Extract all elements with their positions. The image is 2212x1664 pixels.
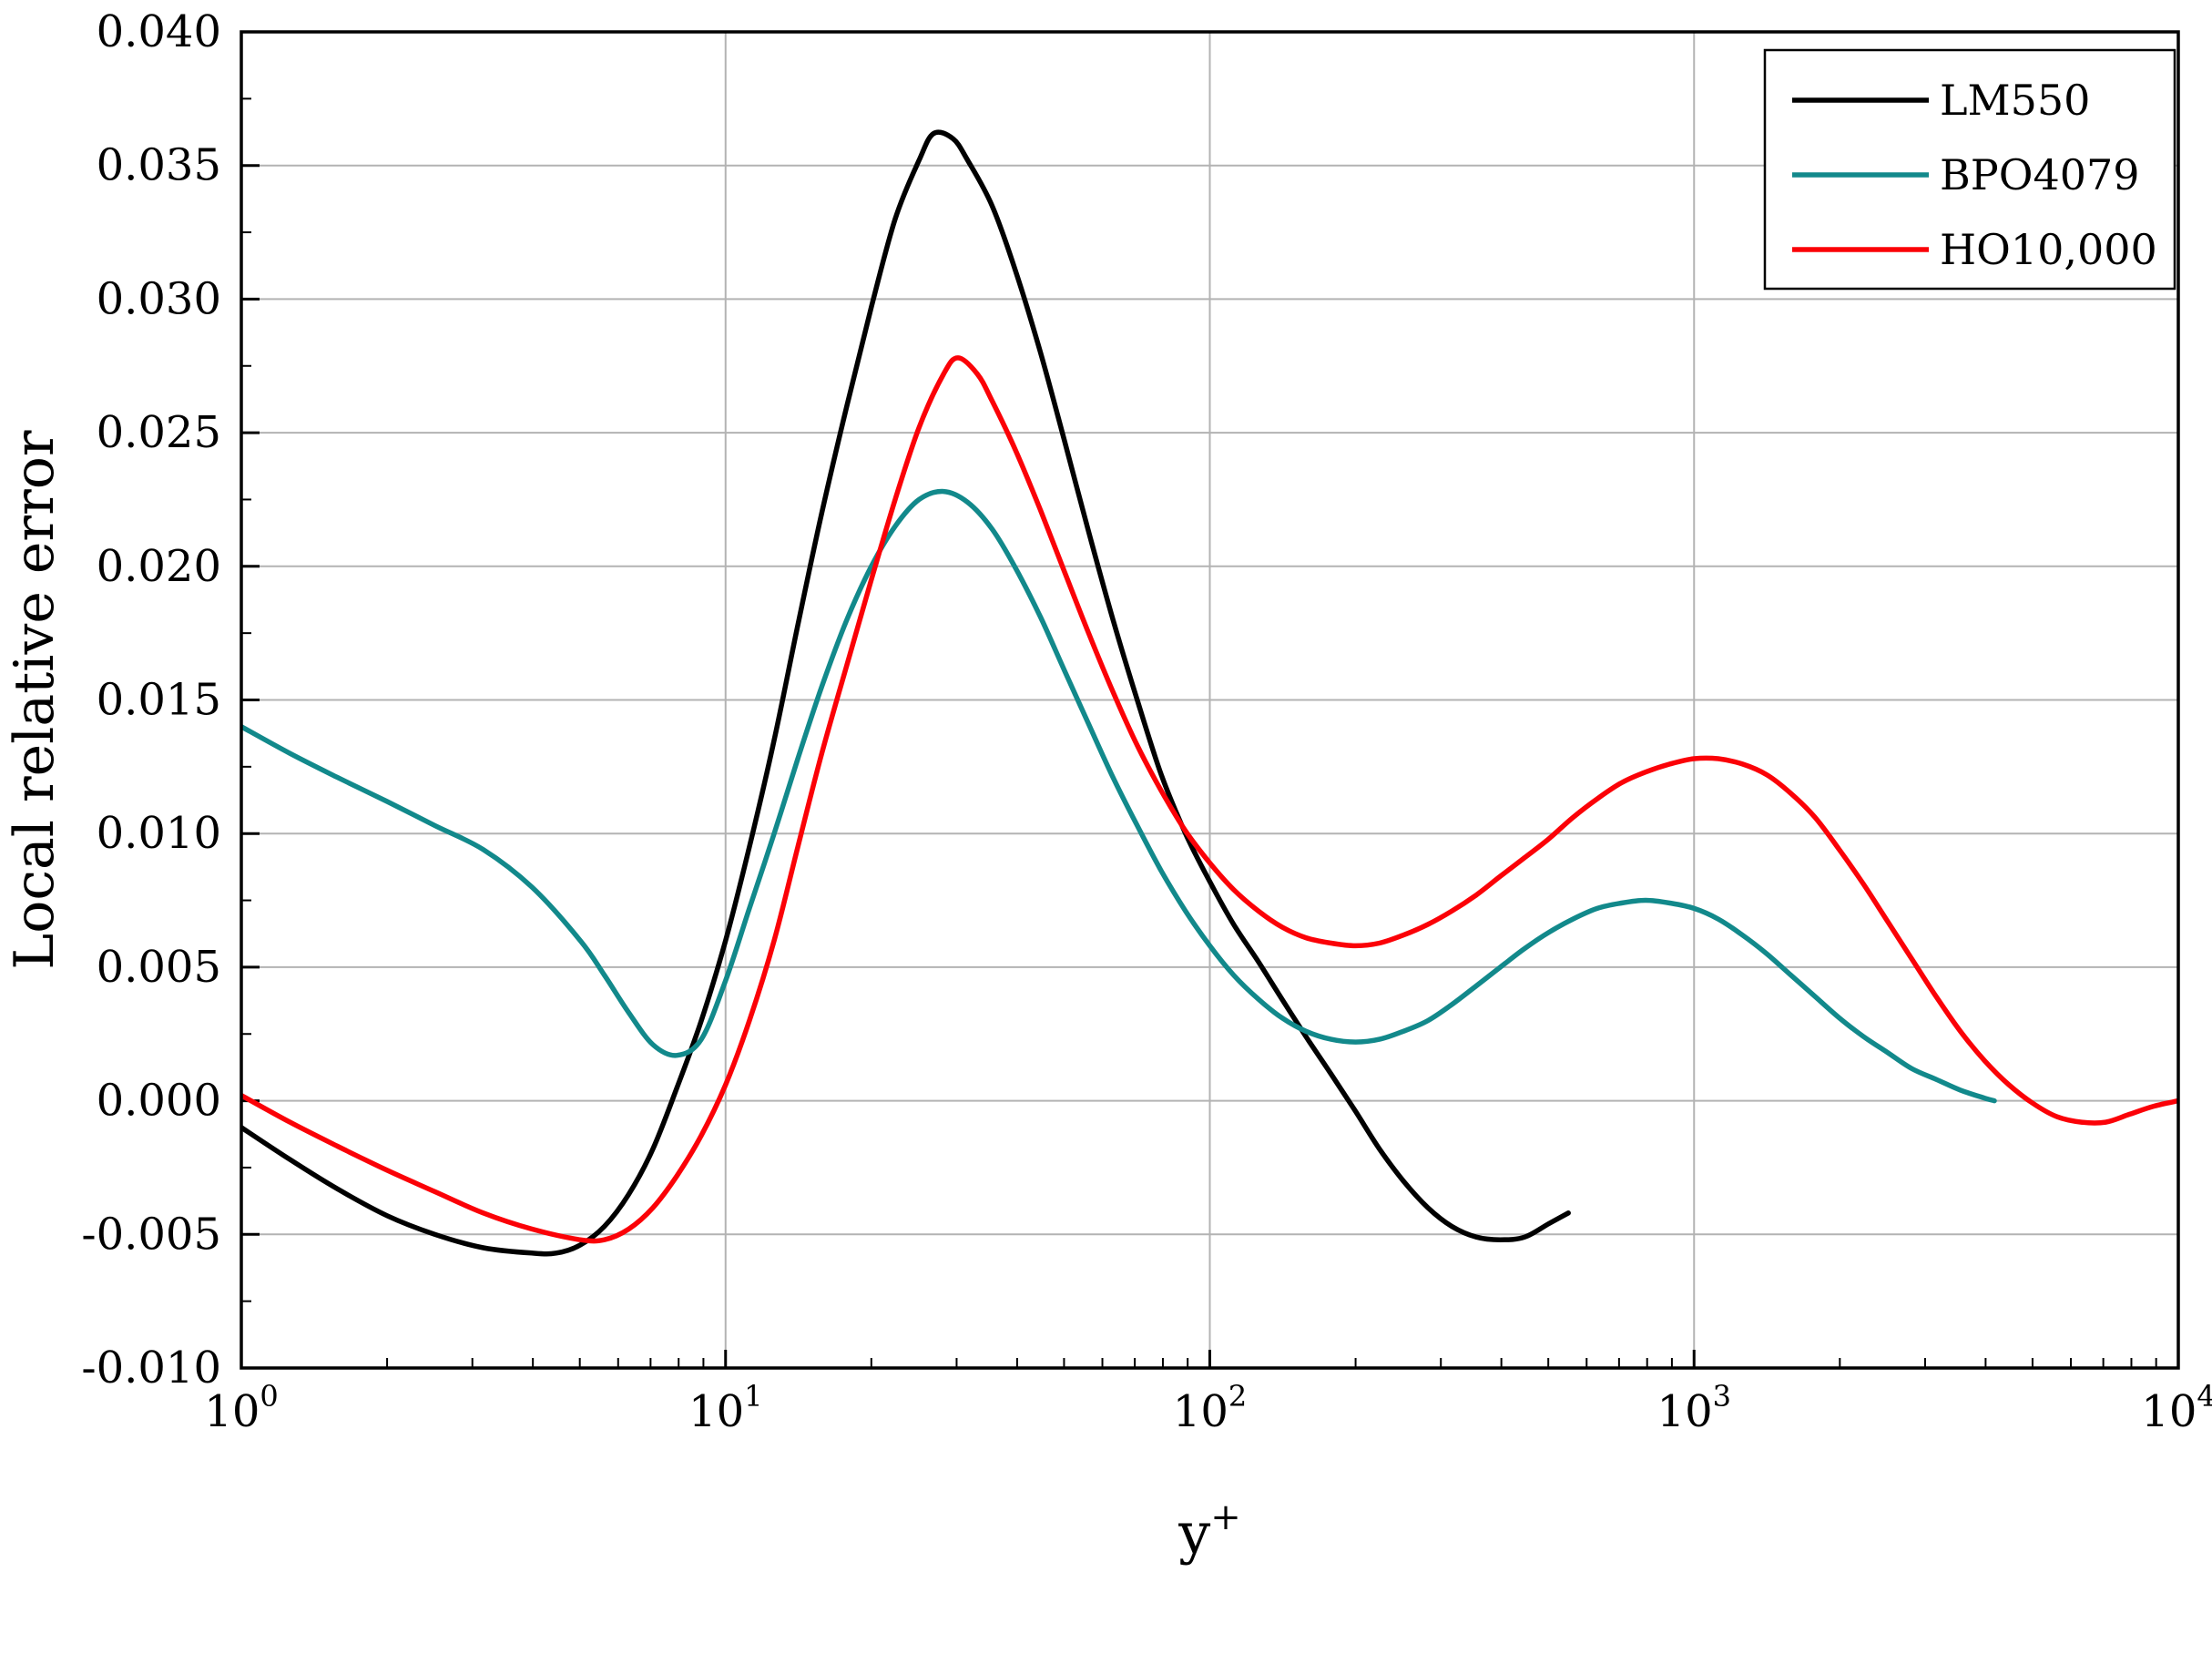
x-tick-label: 104 — [2141, 1379, 2212, 1437]
y-tick-label: 0.035 — [97, 140, 221, 191]
legend-entry: HO10,000 — [1792, 225, 2157, 274]
series-line-bpo4079 — [241, 488, 1997, 1104]
x-tick-labels: 100 101 102 103 104 — [204, 1379, 2212, 1437]
tick-marks — [240, 30, 2180, 1370]
x-tick-label: 102 — [1173, 1379, 1247, 1437]
gridlines — [241, 32, 2178, 1368]
legend: LM550 BPO4079 HO10,000 — [1763, 48, 2176, 291]
x-tick-label: 101 — [688, 1379, 762, 1437]
legend-label: HO10,000 — [1940, 225, 2157, 274]
series-line-ho10-000 — [241, 355, 2178, 1244]
legend-entry: BPO4079 — [1792, 150, 2140, 199]
y-tick-label: 0.020 — [97, 541, 221, 592]
x-axis-label: y+ — [1177, 1496, 1241, 1567]
legend-entry: LM550 — [1792, 76, 2090, 125]
series-line-lm550 — [241, 129, 1571, 1257]
y-tick-label: 0.025 — [97, 407, 221, 458]
y-tick-label: 0.000 — [97, 1076, 221, 1127]
legend-label: LM550 — [1940, 76, 2090, 125]
y-tick-label: 0.005 — [97, 942, 221, 993]
y-tick-label: 0.010 — [97, 808, 221, 859]
y-tick-label: -0.010 — [81, 1342, 221, 1393]
y-tick-label: 0.030 — [97, 273, 221, 324]
y-axis-label: Local relative error — [3, 430, 66, 970]
y-tick-label: -0.005 — [81, 1209, 221, 1260]
y-tick-label: 0.040 — [97, 6, 221, 57]
x-tick-label: 103 — [1657, 1379, 1731, 1437]
x-tick-label: 100 — [204, 1379, 278, 1437]
y-tick-labels: -0.010 -0.005 0.000 0.005 0.010 0.015 0.020 0.0… — [81, 6, 221, 1393]
plot-border — [240, 30, 2180, 1370]
series-curves — [241, 129, 2178, 1257]
y-tick-label: 0.015 — [97, 675, 221, 726]
legend-label: BPO4079 — [1940, 150, 2140, 199]
